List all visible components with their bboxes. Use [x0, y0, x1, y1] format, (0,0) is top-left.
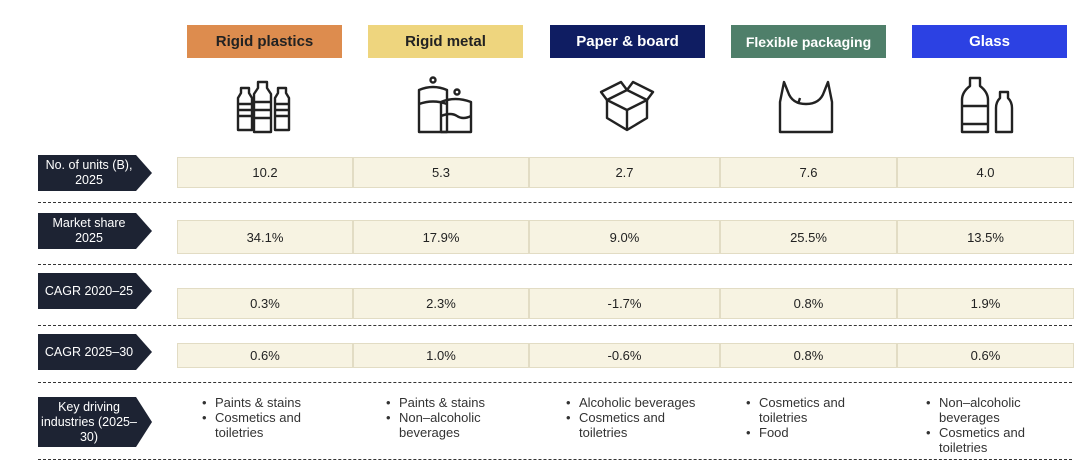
cell-units-flexible: 7.6: [720, 157, 897, 188]
list-item: Cosmetics and toiletries: [926, 425, 1046, 455]
cell-cagr1-rigid-plastics: 0.3%: [177, 288, 353, 319]
header-glass: Glass: [912, 25, 1067, 58]
cell-cagr2-rigid-metal: 1.0%: [353, 343, 529, 368]
row-divider: [38, 264, 1072, 265]
cell-units-glass: 4.0: [897, 157, 1074, 188]
list-item: Paints & stains: [386, 395, 526, 410]
row-label-market-share: Market share 2025: [38, 213, 152, 249]
cell-cagr2-paper-board: -0.6%: [529, 343, 720, 368]
metal-cans-icon: [415, 74, 475, 136]
list-item: Food: [746, 425, 866, 440]
list-item: Cosmetics and toiletries: [566, 410, 716, 440]
list-item: Cosmetics and toiletries: [202, 410, 342, 440]
list-item: Paints & stains: [202, 395, 342, 410]
cell-share-glass: 13.5%: [897, 220, 1074, 254]
cell-cagr2-flexible: 0.8%: [720, 343, 897, 368]
cell-cagr1-glass: 1.9%: [897, 288, 1074, 319]
cardboard-box-icon: [597, 74, 657, 136]
plastic-bag-icon: [776, 74, 836, 136]
cell-share-rigid-plastics: 34.1%: [177, 220, 353, 254]
header-rigid-plastics: Rigid plastics: [187, 25, 342, 58]
cell-share-rigid-metal: 17.9%: [353, 220, 529, 254]
row-divider: [38, 202, 1072, 203]
drivers-glass: Non–alcoholic beverages Cosmetics and to…: [926, 395, 1046, 455]
list-item: Non–alcoholic beverages: [386, 410, 526, 440]
drivers-rigid-metal: Paints & stains Non–alcoholic beverages: [386, 395, 526, 440]
cell-share-paper-board: 9.0%: [529, 220, 720, 254]
row-label-key-industries: Key driving industries (2025–30): [38, 397, 152, 447]
cell-cagr1-flexible: 0.8%: [720, 288, 897, 319]
cell-cagr1-rigid-metal: 2.3%: [353, 288, 529, 319]
row-label-units: No. of units (B), 2025: [38, 155, 152, 191]
cell-units-rigid-plastics: 10.2: [177, 157, 353, 188]
list-item: Non–alcoholic beverages: [926, 395, 1046, 425]
glass-bottles-icon: [958, 74, 1018, 136]
header-paper-board: Paper & board: [550, 25, 705, 58]
list-item: Cosmetics and toiletries: [746, 395, 866, 425]
row-divider: [38, 459, 1072, 460]
row-divider: [38, 325, 1072, 326]
cell-units-paper-board: 2.7: [529, 157, 720, 188]
header-flexible-packaging: Flexible packaging: [731, 25, 886, 58]
cell-cagr2-glass: 0.6%: [897, 343, 1074, 368]
drivers-rigid-plastics: Paints & stains Cosmetics and toiletries: [202, 395, 342, 440]
cell-units-rigid-metal: 5.3: [353, 157, 529, 188]
list-item: Alcoholic beverages: [566, 395, 716, 410]
drivers-flexible: Cosmetics and toiletries Food: [746, 395, 866, 440]
header-rigid-metal: Rigid metal: [368, 25, 523, 58]
cell-cagr2-rigid-plastics: 0.6%: [177, 343, 353, 368]
cell-share-flexible: 25.5%: [720, 220, 897, 254]
cell-cagr1-paper-board: -1.7%: [529, 288, 720, 319]
row-divider: [38, 382, 1072, 383]
row-label-cagr-2020-25: CAGR 2020–25: [38, 273, 152, 309]
drivers-paper-board: Alcoholic beverages Cosmetics and toilet…: [566, 395, 716, 440]
plastic-bottles-icon: [235, 74, 295, 136]
row-label-cagr-2025-30: CAGR 2025–30: [38, 334, 152, 370]
